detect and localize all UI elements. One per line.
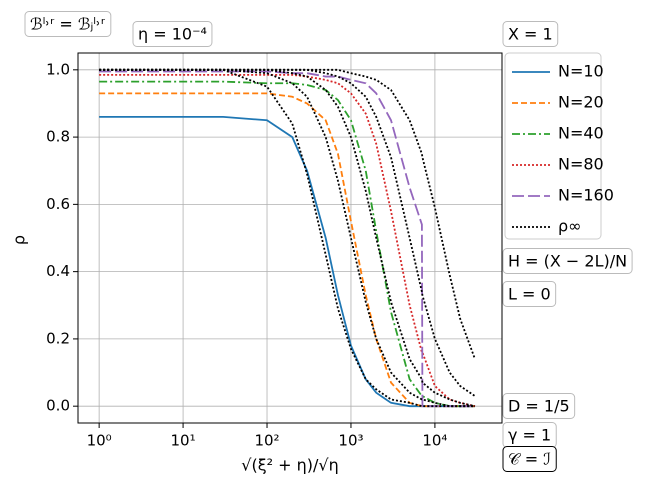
- legend-box: [504, 52, 602, 240]
- legend-label: N=160: [558, 186, 614, 205]
- legend-label: N=80: [558, 155, 604, 174]
- series-line: [99, 68, 476, 397]
- series-line: [99, 68, 475, 408]
- y-tick-label: 0.4: [46, 262, 70, 280]
- series-line: [99, 68, 475, 408]
- annotation-box: [502, 446, 557, 472]
- y-tick-label: 0.0: [46, 397, 70, 415]
- annotation-box: [502, 21, 559, 47]
- annotation: H = (X − 2L)/N: [508, 252, 627, 271]
- x-tick-label: 10²: [254, 432, 279, 450]
- annotation-box: [502, 248, 633, 274]
- y-tick-label: 0.2: [46, 329, 70, 347]
- x-tick-label: 10¹: [171, 432, 196, 450]
- annotation: L = 0: [508, 285, 551, 304]
- series-line: [99, 80, 475, 408]
- x-tick-label: 10³: [338, 432, 363, 450]
- legend-label: N=10: [558, 62, 604, 81]
- annotation: D = 1/5: [508, 397, 570, 416]
- y-tick-label: 1.0: [46, 60, 70, 78]
- annotation: ℬˡ˒ʳ = ℬⱼˡ˒ʳ: [30, 15, 106, 34]
- annotation-box: [502, 393, 576, 419]
- series-line: [99, 68, 476, 408]
- series-line: [99, 70, 475, 408]
- x-tick-label: 10⁰: [87, 432, 112, 450]
- legend-label: N=20: [558, 93, 604, 112]
- annotation: 𝒞 = ℐ: [508, 450, 551, 469]
- annotation-box: [502, 281, 557, 307]
- annotation: γ = 1: [508, 426, 551, 445]
- y-tick-label: 0.8: [46, 128, 70, 146]
- annotation-box: [24, 11, 112, 37]
- y-tick-label: 0.6: [46, 195, 70, 213]
- series-line: [99, 92, 475, 408]
- x-axis-label: √(ξ² + η)/√η: [241, 456, 338, 475]
- series-line: [99, 73, 476, 408]
- annotation-box: [132, 21, 213, 47]
- legend-label: N=40: [558, 124, 604, 143]
- series-line: [99, 116, 475, 408]
- legend-label: ρ∞: [558, 217, 581, 236]
- x-tick-label: 10⁴: [422, 432, 447, 450]
- annotation: η = 10⁻⁴: [138, 25, 207, 44]
- plot-frame: [77, 52, 503, 424]
- annotation: X = 1: [508, 25, 553, 44]
- y-axis-label: ρ: [10, 235, 29, 245]
